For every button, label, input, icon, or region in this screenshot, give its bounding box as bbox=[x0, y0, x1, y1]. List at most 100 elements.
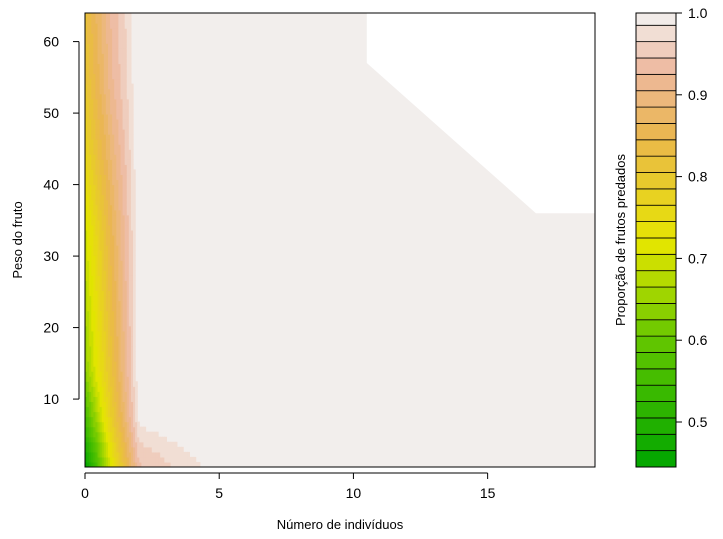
contour-cell bbox=[107, 436, 111, 443]
contour-cell bbox=[101, 169, 105, 176]
contour-cell bbox=[168, 441, 172, 448]
contour-cell bbox=[124, 169, 128, 176]
y-tick-label: 60 bbox=[43, 34, 59, 50]
contour-cell bbox=[101, 18, 105, 24]
contour-cell bbox=[120, 250, 124, 256]
contour-cell bbox=[103, 250, 107, 256]
contour-cell bbox=[95, 144, 99, 150]
contour-cell bbox=[99, 285, 103, 292]
contour-cell bbox=[168, 456, 172, 463]
contour-cell bbox=[130, 376, 134, 382]
contour-cell bbox=[193, 461, 197, 467]
contour-cell bbox=[107, 174, 111, 181]
contour-cell bbox=[122, 159, 126, 165]
contour-cell bbox=[99, 98, 103, 105]
contour-cell bbox=[91, 461, 94, 467]
contour-cell bbox=[87, 250, 90, 256]
contour-cell bbox=[89, 189, 92, 196]
colorbar-swatch bbox=[635, 450, 677, 468]
contour-cell bbox=[124, 103, 128, 110]
contour-cell bbox=[133, 194, 136, 201]
contour-fill bbox=[85, 13, 595, 467]
contour-cell bbox=[93, 83, 97, 90]
contour-cell bbox=[116, 134, 120, 140]
contour-cell bbox=[99, 28, 103, 34]
contour-cell bbox=[93, 245, 97, 251]
contour-cell bbox=[114, 129, 117, 135]
contour-cell bbox=[99, 436, 103, 443]
contour-cell bbox=[122, 108, 126, 115]
contour-cell bbox=[118, 426, 122, 433]
contour-cell bbox=[95, 88, 99, 95]
contour-cell bbox=[89, 13, 92, 19]
contour-cell bbox=[89, 280, 92, 286]
contour-cell bbox=[89, 255, 92, 261]
contour-cell bbox=[133, 356, 136, 362]
contour-cell bbox=[107, 103, 111, 110]
contour-cell bbox=[126, 18, 130, 24]
contour-cell bbox=[126, 129, 130, 135]
contour-cell bbox=[89, 209, 92, 216]
contour-cell bbox=[101, 33, 105, 39]
contour-cell bbox=[103, 361, 107, 367]
contour-cell bbox=[87, 245, 90, 251]
contour-cell bbox=[122, 325, 126, 332]
contour-cell bbox=[107, 356, 111, 362]
contour-cell bbox=[93, 270, 97, 276]
contour-cell bbox=[97, 43, 101, 49]
contour-cell bbox=[120, 169, 124, 176]
colorbar-swatch bbox=[635, 384, 677, 402]
contour-cell bbox=[133, 305, 136, 312]
contour-cell bbox=[130, 290, 134, 297]
contour-cell bbox=[128, 255, 132, 261]
contour-cell bbox=[122, 234, 126, 241]
contour-cell bbox=[110, 441, 113, 448]
contour-cell bbox=[137, 441, 140, 448]
contour-cell bbox=[118, 396, 122, 403]
contour-cell bbox=[99, 340, 103, 347]
contour-cell bbox=[135, 431, 138, 438]
contour-cell bbox=[124, 63, 128, 70]
contour-cell bbox=[91, 219, 94, 226]
contour-cell bbox=[162, 436, 165, 443]
contour-cell bbox=[116, 23, 120, 29]
contour-cell bbox=[120, 33, 124, 39]
contour-cell bbox=[87, 23, 90, 29]
contour-cell bbox=[85, 184, 88, 191]
contour-cell bbox=[107, 169, 111, 176]
contour-cell bbox=[126, 300, 130, 307]
contour-cell bbox=[122, 426, 126, 433]
contour-cell bbox=[116, 13, 120, 19]
contour-cell bbox=[97, 401, 101, 408]
contour-cell bbox=[130, 356, 134, 362]
contour-cell bbox=[122, 229, 126, 236]
contour-cell bbox=[110, 366, 113, 372]
contour-cell bbox=[85, 330, 88, 337]
contour-cell bbox=[116, 88, 120, 95]
contour-cell bbox=[120, 401, 124, 408]
contour-cell bbox=[126, 209, 130, 216]
contour-cell bbox=[110, 219, 113, 226]
contour-cell bbox=[130, 436, 134, 443]
contour-cell bbox=[122, 98, 126, 105]
contour-cell bbox=[105, 18, 109, 24]
contour-cell bbox=[97, 38, 101, 44]
contour-cell bbox=[91, 381, 94, 387]
contour-cell bbox=[120, 13, 124, 19]
contour-cell bbox=[120, 290, 124, 297]
contour-cell bbox=[122, 38, 126, 44]
colorbar-title: Proporção de frutos predados bbox=[613, 154, 628, 326]
contour-cell bbox=[103, 204, 107, 211]
contour-cell bbox=[95, 134, 99, 140]
contour-cell bbox=[112, 446, 115, 453]
contour-cell bbox=[89, 144, 92, 150]
contour-cell bbox=[93, 38, 97, 44]
contour-cell bbox=[110, 224, 113, 231]
y-axis-title: Peso do fruto bbox=[10, 201, 25, 278]
contour-cell bbox=[126, 280, 130, 286]
contour-cell bbox=[93, 456, 97, 463]
contour-cell bbox=[128, 68, 132, 75]
contour-cell bbox=[107, 255, 111, 261]
contour-cell bbox=[89, 229, 92, 236]
contour-cell bbox=[85, 310, 88, 317]
